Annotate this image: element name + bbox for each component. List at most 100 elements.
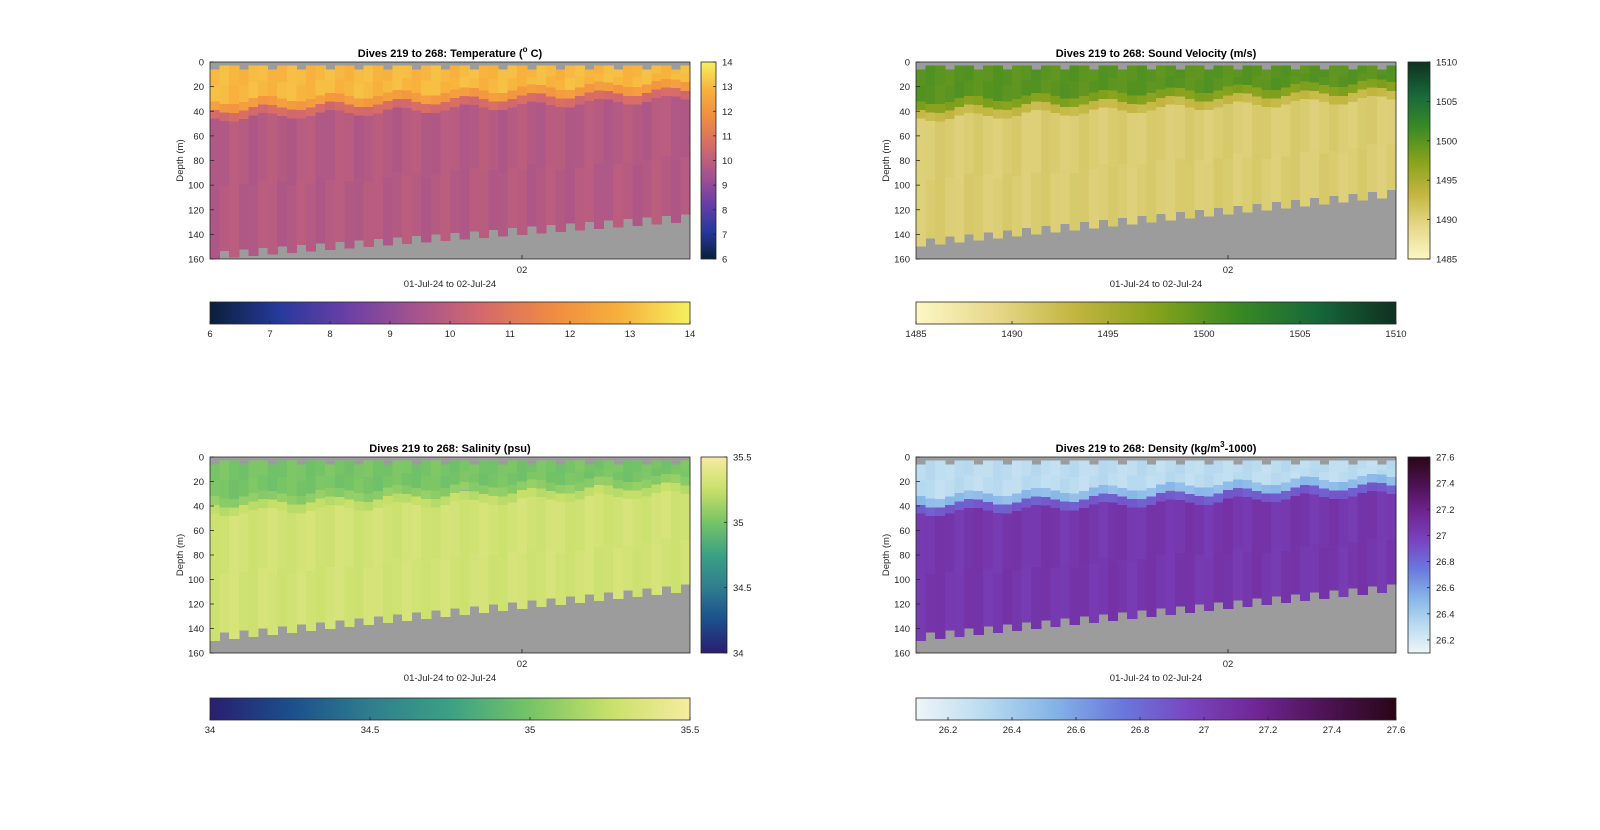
heatmap-cell	[973, 69, 984, 83]
heatmap-cell	[1204, 101, 1215, 111]
heatmap-cell	[1252, 96, 1263, 105]
heatmap-cell	[286, 513, 297, 573]
heatmap-cell	[944, 69, 955, 86]
heatmap-cell	[1165, 499, 1176, 558]
heatmap-cell	[1165, 76, 1176, 88]
heatmap-cell	[498, 464, 509, 477]
heatmap-cell	[1204, 496, 1215, 505]
heatmap-cell	[1021, 498, 1032, 508]
heatmap-cell	[964, 65, 975, 81]
heatmap-cell	[1108, 78, 1119, 91]
heatmap-cell	[594, 468, 605, 477]
heatmap-cell	[1184, 90, 1195, 100]
heatmap-cell	[210, 513, 221, 578]
heatmap-cell	[469, 168, 480, 232]
colorbar-tick-label: 27.4	[1436, 479, 1455, 490]
heatmap-cell	[229, 498, 240, 508]
heatmap-cell	[315, 112, 326, 178]
heatmap-cell	[1204, 69, 1215, 82]
heatmap-cell	[1348, 464, 1359, 472]
heatmap-cell	[258, 180, 269, 248]
heatmap-cell	[1088, 69, 1099, 81]
heatmap-cell	[1098, 90, 1109, 99]
heatmap-cell	[1146, 505, 1157, 561]
heatmap-cell	[916, 69, 927, 86]
heatmap-cell	[565, 90, 576, 99]
heatmap-cell	[411, 505, 422, 559]
heatmap-cell	[1309, 82, 1320, 91]
heatmap-cell	[1232, 84, 1243, 94]
chart-panel-density: Dives 219 to 268: Density (kg/m3-1000)02…	[881, 440, 1455, 736]
heatmap-cell	[1280, 460, 1291, 472]
heatmap-cell	[210, 480, 221, 497]
heatmap-cell	[1050, 172, 1061, 233]
colorbar-h-tick-label: 27.6	[1387, 725, 1406, 736]
heatmap-cell	[1338, 482, 1349, 491]
heatmap-cell	[925, 498, 936, 508]
heatmap-cell	[1261, 553, 1272, 605]
heatmap-cell	[1357, 89, 1368, 99]
heatmap-cell	[1040, 496, 1051, 506]
heatmap-cell	[1367, 87, 1378, 97]
x-axis-label: 01-Jul-24 to 02-Jul-24	[404, 673, 496, 684]
heatmap-cell	[459, 104, 470, 172]
heatmap-cell	[992, 83, 1003, 102]
heatmap-cell	[954, 573, 965, 637]
heatmap-cell	[555, 553, 566, 605]
heatmap-cell	[1098, 472, 1109, 485]
heatmap-cell	[229, 516, 240, 578]
heatmap-cell	[315, 80, 326, 96]
heatmap-cell	[1213, 502, 1224, 553]
heatmap-cell	[296, 568, 307, 625]
heatmap-cell	[363, 65, 374, 83]
heatmap-cell	[546, 76, 557, 88]
heatmap-cell	[306, 570, 317, 631]
heatmap-cell	[944, 119, 955, 178]
y-tick-label: 40	[193, 502, 204, 513]
heatmap-cell	[258, 65, 269, 81]
heatmap-cell	[306, 82, 317, 99]
heatmap-cell	[935, 577, 946, 639]
heatmap-cell	[632, 471, 643, 483]
colorbar-tick-label: 27.2	[1436, 505, 1455, 516]
heatmap-cell	[1194, 487, 1205, 497]
heatmap-cell	[450, 65, 461, 78]
heatmap-cell	[498, 110, 509, 174]
chart-title: Dives 219 to 268: Temperature (o C)	[358, 45, 543, 60]
heatmap-cell	[334, 474, 345, 489]
heatmap-cell	[622, 87, 633, 96]
heatmap-cell	[277, 477, 288, 494]
heatmap-cell	[1376, 96, 1387, 148]
heatmap-cell	[574, 499, 585, 552]
heatmap-cell	[1175, 158, 1186, 213]
heatmap-cell	[1280, 156, 1291, 209]
heatmap-cell	[1290, 76, 1301, 84]
heatmap-cell	[1232, 464, 1243, 472]
heatmap-cell	[1031, 110, 1042, 173]
heatmap-cell	[459, 471, 470, 483]
heatmap-cell	[1088, 101, 1099, 110]
heatmap-cell	[238, 572, 249, 631]
heatmap-cell	[325, 496, 336, 505]
heatmap-cell	[498, 92, 509, 102]
heatmap-cell	[334, 79, 345, 94]
heatmap-cell	[1098, 484, 1109, 494]
heatmap-cell	[1252, 549, 1263, 599]
heatmap-cell	[555, 464, 566, 475]
heatmap-cell	[1069, 567, 1080, 625]
heatmap-cell	[277, 82, 288, 99]
heatmap-cell	[1290, 464, 1301, 472]
heatmap-cell	[622, 161, 633, 220]
heatmap-cell	[344, 80, 355, 96]
heatmap-cell	[983, 568, 994, 627]
heatmap-cell	[1127, 460, 1138, 476]
heatmap-cell	[1108, 485, 1119, 495]
heatmap-cell	[1338, 87, 1349, 96]
heatmap-cell	[1386, 90, 1397, 100]
heatmap-cell	[1348, 542, 1359, 589]
heatmap-cell	[1060, 69, 1071, 84]
heatmap-cell	[925, 121, 936, 180]
heatmap-cell	[334, 101, 345, 111]
heatmap-cell	[1175, 499, 1186, 554]
heatmap-cell	[440, 560, 451, 617]
